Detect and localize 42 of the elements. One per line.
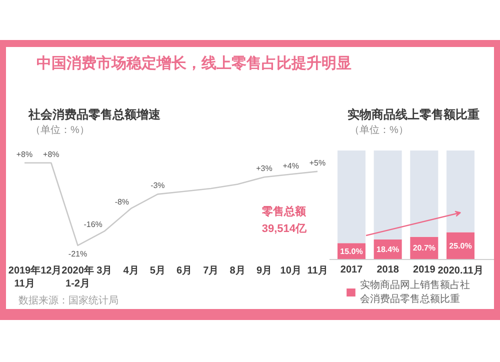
x-tick-label: 2019年 11月 [8, 264, 41, 290]
data-label: -8% [114, 197, 130, 206]
x-tick-label: 5月 [150, 266, 166, 276]
chart-subtitle: 社会消费品零售总额增速 [28, 108, 162, 122]
x-tick-label: 2018 [376, 264, 400, 276]
x-tick-label: 8月 [230, 266, 246, 276]
source-note: 数据来源：国家统计局 [18, 294, 118, 306]
data-label: +8% [43, 150, 60, 159]
data-label: +3% [256, 164, 272, 174]
x-tick-label: 10月 [280, 266, 302, 276]
chart-title: 中国消费市场稳定增长，线上零售占比提升明显 [36, 54, 352, 72]
x-tick-label: 12月 [40, 266, 62, 276]
bar [410, 150, 438, 237]
data-label: 20.7% [412, 244, 436, 253]
annotation: 39,514亿 [262, 223, 308, 236]
x-tick-label: 3月 [96, 266, 112, 276]
data-label: -16% [84, 220, 102, 230]
legend-label: 实物商品网上销售额占社会消费品零售总额比重 [360, 278, 470, 306]
annotation: 零售总额 [261, 205, 308, 218]
data-label: 25.0% [449, 241, 472, 250]
chart-title: 实物商品线上零售额比重 [348, 108, 480, 122]
x-tick-label: 9月 [256, 266, 272, 276]
bar [338, 150, 366, 244]
data-label: 15.0% [340, 246, 363, 256]
data-label: +8% [16, 150, 33, 159]
data-label: 18.4% [376, 244, 400, 254]
data-label: +4% [282, 161, 299, 170]
text: （单位：%） [350, 124, 408, 136]
data-label: -21% [68, 249, 88, 258]
x-tick-label: 2019 [413, 264, 436, 276]
x-tick-label: 2020年 1-2月 [62, 264, 94, 290]
bar [446, 150, 474, 232]
x-tick-label: 11月 [307, 266, 328, 276]
data-label: -3% [150, 181, 165, 190]
data-label: +5% [309, 158, 326, 168]
x-tick-label: 4月 [123, 266, 139, 276]
bar [374, 150, 402, 240]
x-tick-label: 7月 [203, 266, 219, 276]
x-tick-label: 2020.11月 [438, 266, 484, 276]
x-tick-label: 2017 [340, 264, 364, 276]
x-tick-label: 6月 [176, 266, 192, 276]
text: （单位：%） [30, 124, 90, 136]
